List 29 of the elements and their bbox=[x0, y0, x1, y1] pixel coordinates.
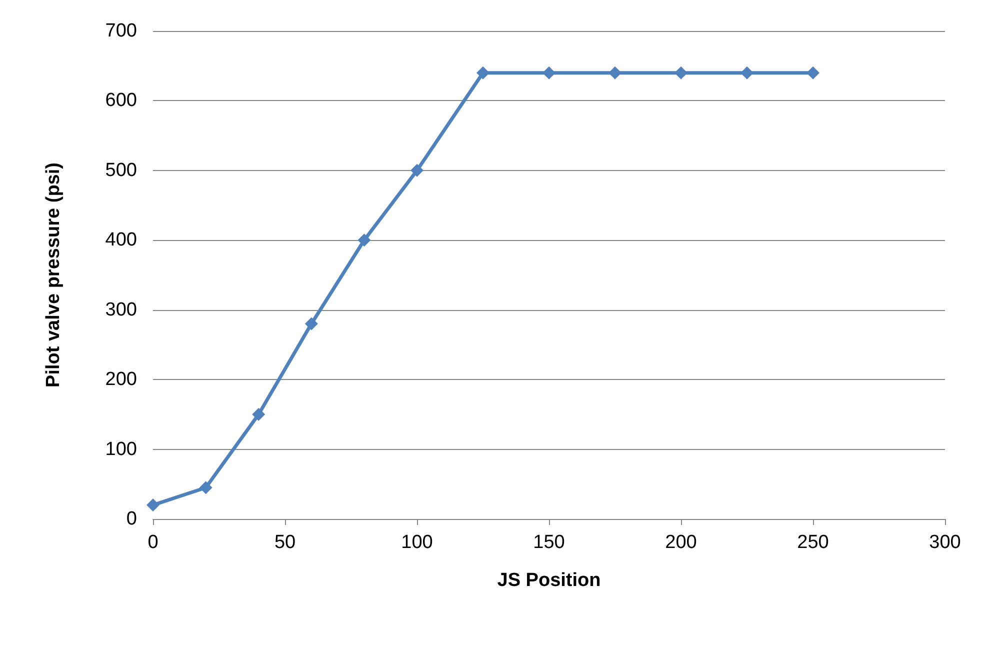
point bbox=[674, 66, 688, 80]
y-axis-title: Pilot valve pressure (psi) bbox=[43, 162, 64, 388]
point bbox=[252, 408, 266, 421]
point bbox=[608, 66, 622, 80]
y-tick-label: 500 bbox=[105, 160, 137, 181]
x-axis-title: JS Position bbox=[497, 570, 601, 591]
point bbox=[146, 498, 160, 512]
y-tick-label: 600 bbox=[105, 90, 137, 112]
x-tick-label: 250 bbox=[797, 532, 829, 553]
point bbox=[358, 234, 371, 247]
y-tick-label: 400 bbox=[105, 230, 137, 251]
x-tick-label: 300 bbox=[929, 532, 961, 553]
y-tick-label: 700 bbox=[105, 20, 137, 42]
x-tick-label: 150 bbox=[533, 532, 565, 553]
y-tick-label: 300 bbox=[105, 299, 137, 320]
x-tick-label: 200 bbox=[665, 532, 697, 553]
point bbox=[740, 66, 754, 80]
point bbox=[199, 481, 212, 494]
y-tick-label: 200 bbox=[105, 369, 137, 390]
point bbox=[410, 164, 424, 177]
x-tick-label: 0 bbox=[148, 532, 158, 553]
x-tick-label: 50 bbox=[274, 532, 296, 553]
y-tick-label: 0 bbox=[126, 508, 137, 530]
x-tick-label: 100 bbox=[401, 532, 433, 553]
point bbox=[806, 66, 820, 80]
y-tick-label: 100 bbox=[105, 438, 137, 460]
point bbox=[542, 66, 556, 80]
point bbox=[304, 317, 318, 330]
point bbox=[476, 66, 490, 80]
